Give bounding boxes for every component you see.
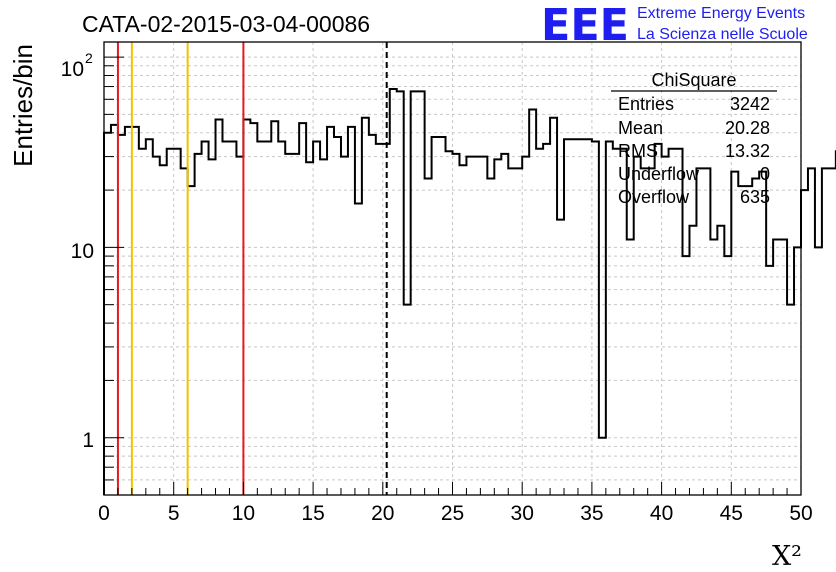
x-tick-label: 10: [232, 502, 255, 525]
y-tick-label: 10: [71, 240, 94, 263]
x-tick-label: 5: [168, 502, 180, 525]
stats-label: Entries: [618, 94, 674, 114]
histogram-series: [103, 87, 836, 495]
y-tick-label: 10: [61, 58, 84, 81]
x-tick-label: 15: [301, 502, 324, 525]
y-tick-label: 1: [82, 429, 94, 452]
stats-label: RMS: [618, 141, 658, 161]
x-axis-ticks: [103, 482, 802, 495]
stats-value: 635: [740, 187, 770, 207]
stats-value: 3242: [730, 94, 770, 114]
stats-label: Overflow: [618, 187, 690, 207]
marker-lines: [116, 42, 388, 495]
chart-title: CATA-02-2015-03-04-00086: [82, 11, 370, 37]
stats-value: 13.32: [725, 141, 770, 161]
stats-label: Underflow: [618, 164, 700, 184]
y-tick-exponent: 2: [85, 50, 93, 66]
stats-label: Mean: [618, 118, 663, 138]
grid: [104, 42, 801, 495]
y-axis-ticks: [104, 56, 124, 496]
eee-logo-mark: EEE: [541, 0, 629, 51]
stats-box: ChiSquare Entries 3242 Mean 20.28 RMS 13…: [611, 70, 777, 207]
stats-value: 0: [760, 164, 770, 184]
eee-logo-line2: La Scienza nelle Scuole: [637, 26, 808, 43]
stats-box-name: ChiSquare: [651, 70, 736, 90]
x-tick-label: 25: [441, 502, 464, 525]
histogram-outline: [103, 87, 836, 495]
x-tick-label: 20: [371, 502, 394, 525]
x-tick-label: 35: [580, 502, 603, 525]
x-tick-label: 0: [98, 502, 110, 525]
eee-logo: EEE Extreme Energy Events La Scienza nel…: [541, 0, 808, 51]
x-tick-label: 30: [511, 502, 534, 525]
x-tick-label: 50: [789, 502, 812, 525]
x-tick-label: 45: [720, 502, 743, 525]
eee-logo-line1: Extreme Energy Events: [637, 5, 805, 22]
x-tick-label: 40: [650, 502, 673, 525]
x-axis-title: X²: [772, 541, 802, 572]
y-axis-title: Entries/bin: [8, 44, 38, 167]
stats-value: 20.28: [725, 118, 770, 138]
